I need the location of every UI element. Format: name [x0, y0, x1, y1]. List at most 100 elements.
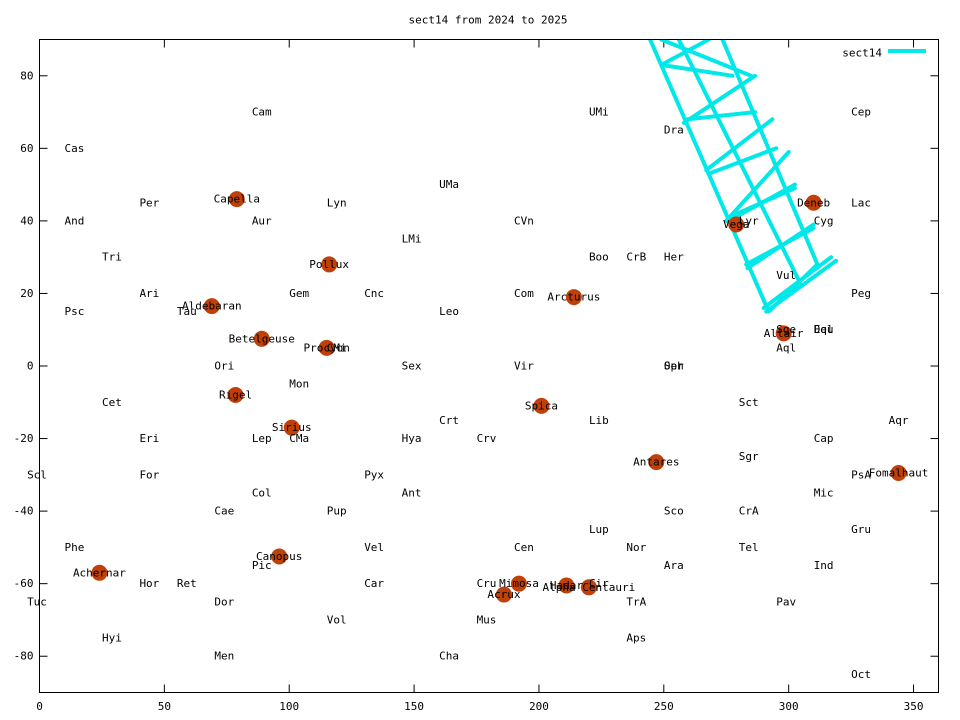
track-segment: [681, 73, 757, 125]
constellation-label-com: Com: [514, 287, 534, 300]
constellation-label-pav: Pav: [776, 595, 796, 608]
constellation-label-ser: Ser: [664, 360, 684, 373]
constellation-label-lyn: Lyn: [327, 196, 347, 209]
constellation-label-cma: CMa: [289, 432, 309, 445]
x-tick-label: 300: [779, 700, 799, 713]
star-label-sirius: Sirius: [272, 421, 312, 434]
star-marker-altair: [775, 325, 792, 342]
star-marker-procyon: [318, 339, 335, 356]
constellation-label-lep: Lep: [252, 432, 272, 445]
star-marker-achernar: [91, 564, 108, 581]
constellation-label-cmi: CMi: [327, 341, 347, 354]
constellation-label-uma: UMa: [439, 178, 459, 191]
constellation-label-lac: Lac: [851, 196, 871, 209]
constellation-label-dor: Dor: [214, 595, 234, 608]
constellation-label-lmi: LMi: [402, 233, 422, 246]
constellation-label-tel: Tel: [739, 541, 759, 554]
star-marker-acrux: [495, 586, 512, 603]
star-label-achernar: Achernar: [73, 566, 126, 579]
star-marker-capella: [228, 191, 245, 208]
constellation-label-her: Her: [664, 251, 684, 264]
constellation-label-vul: Vul: [776, 269, 796, 282]
track-segment: [764, 258, 839, 314]
y-tick-label: -60: [14, 577, 34, 590]
star-marker-aldebaran: [203, 298, 220, 315]
constellation-label-cyg: Cyg: [814, 214, 834, 227]
constellation-label-dra: Dra: [664, 124, 684, 137]
constellation-label-peg: Peg: [851, 287, 871, 300]
constellation-label-ant: Ant: [402, 486, 422, 499]
star-label-procyon: Procyon: [304, 341, 350, 354]
constellation-label-hyi: Hyi: [102, 632, 122, 645]
y-tick-label: -20: [14, 432, 34, 445]
constellation-label-cru: Cru: [477, 577, 497, 590]
star-marker-betelgeuse: [253, 330, 270, 347]
chart-title: sect14 from 2024 to 2025: [409, 14, 568, 27]
track-segment: [724, 150, 791, 223]
x-tick-label: 350: [904, 700, 924, 713]
constellation-label-oph: Oph: [664, 360, 684, 373]
constellation-label-cap: Cap: [814, 432, 834, 445]
star-label-aldebaran: Aldebaran: [182, 300, 242, 313]
constellation-label-sct: Sct: [739, 396, 759, 409]
constellation-label-tau: Tau: [177, 305, 197, 318]
constellation-label-for: For: [139, 468, 159, 481]
constellation-label-pyx: Pyx: [364, 468, 384, 481]
star-marker-antares: [648, 454, 665, 471]
plot-frame: [39, 39, 939, 693]
constellation-label-lyr: Lyr: [739, 214, 759, 227]
constellation-label-psa: PsA: [851, 468, 871, 481]
star-label-mimosa: Mimosa: [499, 577, 539, 590]
constellation-label-and: And: [65, 214, 85, 227]
constellation-label-hya: Hya: [402, 432, 422, 445]
star-marker-spica: [533, 397, 550, 414]
constellation-label-mon: Mon: [289, 378, 309, 391]
constellation-label-tri: Tri: [102, 251, 122, 264]
star-label-rigel: Rigel: [219, 389, 252, 402]
star-marker-mimosa: [510, 575, 527, 592]
star-label-antares: Antares: [633, 456, 679, 469]
y-tick-label: 0: [27, 360, 34, 373]
legend: sect14: [842, 47, 926, 60]
constellation-label-gem: Gem: [289, 287, 309, 300]
constellation-label-equ: Equ: [814, 323, 834, 336]
constellation-label-nor: Nor: [626, 541, 646, 554]
constellation-label-gru: Gru: [851, 523, 871, 536]
constellation-label-tuc: Tuc: [27, 595, 47, 608]
constellation-label-cas: Cas: [65, 142, 85, 155]
constellation-label-sco: Sco: [664, 505, 684, 518]
star-label-altair: Altair: [764, 327, 804, 340]
constellation-label-pup: Pup: [327, 505, 347, 518]
star-label-deneb: Deneb: [797, 196, 830, 209]
constellation-label-scl: Scl: [27, 468, 47, 481]
star-marker-arcturus: [565, 289, 582, 306]
legend-label-sect14: sect14: [842, 47, 882, 60]
constellation-label-boo: Boo: [589, 251, 609, 264]
constellation-label-vel: Vel: [364, 541, 384, 554]
constellation-label-ori: Ori: [214, 360, 234, 373]
constellation-label-lup: Lup: [589, 523, 609, 536]
track-segment: [659, 62, 735, 78]
constellation-label-sgr: Sgr: [739, 450, 759, 463]
track-segment: [685, 110, 757, 122]
constellation-label-per: Per: [139, 196, 159, 209]
star-marker-sirius: [283, 419, 300, 436]
constellation-label-hor: Hor: [139, 577, 159, 590]
constellation-label-sex: Sex: [402, 360, 422, 373]
star-label-capella: Capella: [214, 193, 260, 206]
y-tick-label: 20: [20, 287, 33, 300]
star-label-pollux: Pollux: [309, 258, 349, 271]
constellation-label-cam: Cam: [252, 106, 272, 119]
constellation-label-mus: Mus: [477, 613, 497, 626]
star-label-canopus: Canopus: [256, 550, 302, 563]
constellation-label-phe: Phe: [65, 541, 85, 554]
constellation-label-cvn: CVn: [514, 214, 534, 227]
star-markers: [91, 191, 907, 603]
constellation-label-cir: Cir: [589, 577, 609, 590]
star-label-betelgeuse: Betelgeuse: [229, 332, 295, 345]
track-segment: [706, 146, 779, 176]
y-tick-label: 80: [20, 69, 33, 82]
star-label-acrux: Acrux: [487, 588, 520, 601]
constellation-label-aps: Aps: [626, 632, 646, 645]
star-label-spica: Spica: [525, 399, 558, 412]
